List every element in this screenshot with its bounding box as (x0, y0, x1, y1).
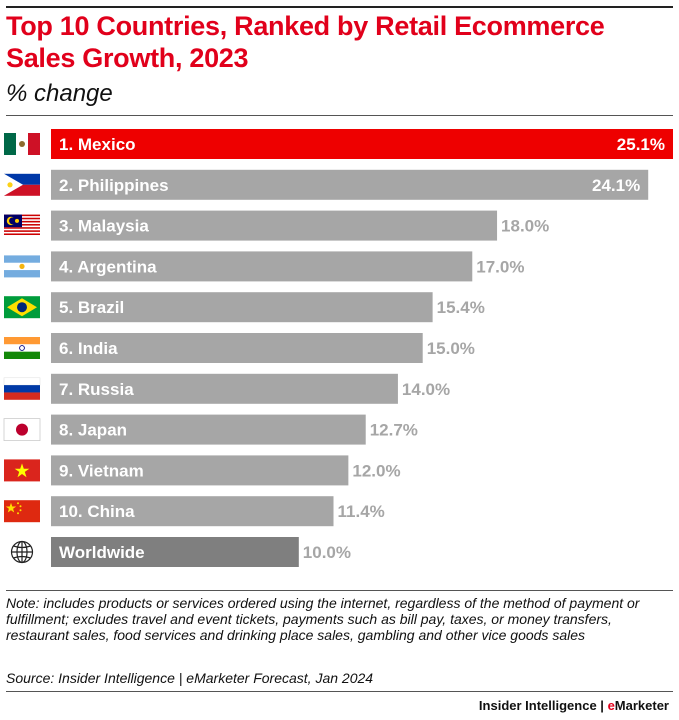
chart-title: Top 10 Countries, Ranked by Retail Ecomm… (6, 11, 605, 73)
chart-subtitle: % change (6, 80, 113, 107)
category-label: 5. Brazil (59, 298, 124, 317)
value-label: 12.7% (370, 421, 418, 440)
china-flag-icon (4, 500, 40, 523)
brand-right: Marketer (614, 698, 669, 713)
bar (51, 455, 349, 486)
value-label: 18.0% (501, 217, 549, 236)
value-label: 15.0% (427, 339, 475, 358)
category-label: 9. Vietnam (59, 461, 144, 480)
footer-rule (6, 691, 673, 692)
value-label: 25.1% (617, 135, 665, 154)
category-label: 7. Russia (59, 380, 134, 399)
brand-logo: Insider Intelligence | eMarketer (479, 698, 669, 713)
value-label: 10.0% (303, 543, 351, 562)
category-label: 8. Japan (59, 421, 127, 440)
value-label: 17.0% (476, 257, 524, 276)
india-flag-icon (4, 337, 40, 359)
subtitle-rule (6, 115, 673, 116)
category-label: 2. Philippines (59, 176, 169, 195)
value-label: 24.1% (592, 176, 640, 195)
russia-flag-icon (3, 377, 41, 400)
bar (51, 169, 649, 200)
japan-flag-icon (3, 418, 41, 442)
category-label: 10. China (59, 502, 135, 521)
top-rule (6, 6, 673, 8)
bar (51, 373, 398, 404)
malaysia-flag-icon (4, 214, 40, 237)
bar (51, 292, 433, 323)
brazil-flag-icon (4, 296, 40, 319)
value-label: 15.4% (437, 298, 485, 317)
chart-note: Note: includes products or services orde… (6, 595, 640, 643)
mexico-flag-icon (4, 133, 40, 155)
bar (51, 210, 498, 241)
category-label: 1. Mexico (59, 135, 136, 154)
bar (51, 537, 299, 567)
category-label: 3. Malaysia (59, 217, 149, 236)
globe-icon (10, 540, 34, 564)
bar (51, 251, 473, 282)
value-label: 12.0% (352, 461, 400, 480)
brand-e: e (607, 698, 615, 713)
bar-chart: 1. Mexico 25.1% 2. Philippines 24.1% 3. Mala… (3, 129, 673, 567)
bar (51, 333, 423, 363)
category-label: 4. Argentina (59, 257, 157, 276)
brand-separator: | (596, 698, 608, 713)
argentina-flag-icon (4, 255, 40, 278)
note-rule (6, 590, 673, 591)
bar (51, 496, 334, 527)
value-label: 14.0% (402, 380, 450, 399)
philippines-flag-icon (4, 173, 40, 196)
value-label: 11.4% (338, 502, 385, 521)
brand-left: Insider Intelligence (478, 698, 597, 713)
bar (51, 414, 366, 445)
vietnam-flag-icon (4, 459, 40, 482)
category-label: Worldwide (59, 543, 145, 562)
chart-source: Source: Insider Intelligence | eMarketer… (6, 670, 374, 686)
bar (51, 129, 673, 159)
category-label: 6. India (59, 339, 118, 358)
